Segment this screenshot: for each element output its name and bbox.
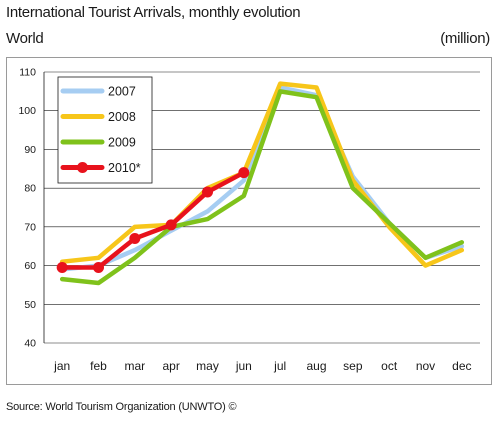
x-tick-label: feb (90, 359, 107, 373)
region-label: World (6, 30, 44, 47)
x-tick-label: apr (162, 359, 179, 373)
unit-label: (million) (440, 30, 490, 47)
data-point (56, 262, 68, 274)
y-tick-label: 70 (24, 221, 36, 233)
x-tick-label: nov (416, 359, 435, 373)
x-tick-label: jul (273, 359, 286, 373)
y-tick-label: 40 (24, 338, 36, 350)
series-line-2010 (59, 170, 247, 270)
y-tick-label: 60 (24, 260, 36, 272)
data-point (93, 262, 104, 274)
x-tick-label: may (196, 359, 219, 373)
legend-label: 2007 (108, 85, 136, 99)
y-tick-label: 90 (24, 144, 36, 156)
x-tick-label: oct (381, 359, 398, 373)
chart-title: International Tourist Arrivals, monthly … (6, 4, 301, 21)
x-tick-label: sep (343, 359, 363, 373)
data-point (129, 232, 141, 244)
data-point (165, 219, 177, 231)
series-line-2008 (59, 81, 465, 268)
y-tick-label: 110 (19, 67, 36, 79)
source-note: Source: World Tourism Organization (UNWT… (6, 401, 237, 413)
chart-frame (6, 57, 492, 385)
series-line-2009 (59, 89, 465, 286)
x-tick-label: jun (235, 359, 252, 373)
y-tick-label: 100 (18, 105, 36, 117)
legend-label: 2009 (108, 136, 136, 150)
data-point (238, 167, 250, 179)
legend-label: 2008 (108, 110, 136, 124)
legend-label: 2010* (108, 161, 141, 175)
x-tick-label: mar (124, 359, 145, 373)
data-point (202, 186, 213, 198)
legend-marker (77, 162, 88, 173)
y-tick-label: 80 (24, 183, 36, 195)
y-tick-label: 50 (24, 299, 36, 311)
x-tick-label: aug (306, 359, 326, 373)
x-tick-label: dec (452, 359, 471, 373)
x-tick-label: jan (53, 359, 70, 373)
